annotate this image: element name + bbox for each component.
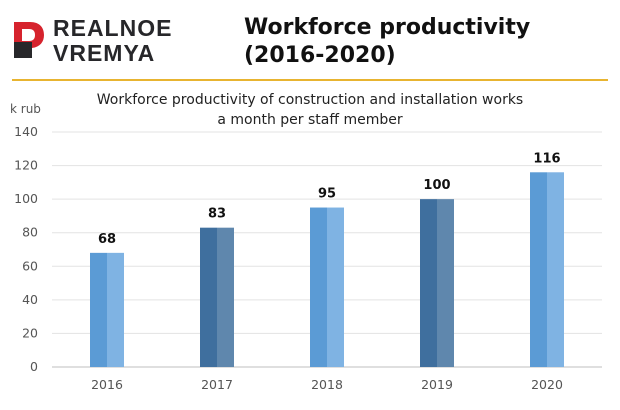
bar — [420, 199, 454, 367]
x-tick-label: 2016 — [91, 377, 123, 392]
bar — [530, 172, 564, 367]
y-axis-unit-label: k rub — [10, 102, 41, 116]
data-label: 68 — [98, 232, 116, 247]
chart-title-line-1: Workforce productivity of construction a… — [97, 92, 523, 108]
y-tick-label: 20 — [22, 325, 38, 340]
header-divider — [12, 79, 608, 81]
brand-wordmark: REALNOE VREMYA — [53, 16, 172, 66]
data-label: 116 — [533, 151, 560, 166]
brand-logo-icon — [14, 22, 44, 58]
brand-line-1: REALNOE — [53, 15, 173, 41]
data-labels: 68 83 95 100 116 — [98, 151, 561, 247]
bar-right-face — [547, 172, 564, 367]
chart-title-line-2: a month per staff member — [217, 112, 402, 128]
bars — [90, 172, 564, 367]
data-label: 83 — [208, 207, 226, 222]
y-axis-ticks: 0 20 40 60 80 100 120 140 — [14, 124, 38, 374]
y-tick-label: 40 — [22, 292, 38, 307]
bar-right-face — [107, 252, 124, 367]
page-title: Workforce productivity (2016-2020) — [244, 14, 530, 70]
bar-left-face — [200, 227, 217, 367]
bar — [90, 252, 124, 367]
page-title-line-2: (2016-2020) — [244, 43, 396, 68]
y-tick-label: 80 — [22, 225, 38, 240]
bar — [200, 227, 234, 367]
page-title-line-1: Workforce productivity — [244, 15, 531, 40]
y-tick-label: 120 — [14, 158, 38, 173]
y-tick-label: 140 — [14, 124, 38, 139]
x-axis-ticks: 2016 2017 2018 2019 2020 — [91, 377, 563, 392]
bar — [310, 207, 344, 367]
x-tick-label: 2020 — [531, 377, 563, 392]
bar-left-face — [90, 252, 107, 367]
x-tick-label: 2019 — [421, 377, 453, 392]
header: REALNOE VREMYA Workforce productivity (2… — [0, 0, 620, 82]
bar-left-face — [420, 199, 437, 367]
y-tick-label: 0 — [30, 359, 38, 374]
y-tick-label: 100 — [14, 191, 38, 206]
brand-line-2: VREMYA — [53, 40, 156, 66]
x-tick-label: 2017 — [201, 377, 233, 392]
bar-right-face — [327, 207, 344, 367]
data-label: 100 — [423, 178, 450, 193]
bar-left-face — [530, 172, 547, 367]
bar-right-face — [217, 227, 234, 367]
bar-right-face — [437, 199, 454, 367]
y-tick-label: 60 — [22, 258, 38, 273]
bar-left-face — [310, 207, 327, 367]
data-label: 95 — [318, 187, 336, 202]
x-tick-label: 2018 — [311, 377, 343, 392]
